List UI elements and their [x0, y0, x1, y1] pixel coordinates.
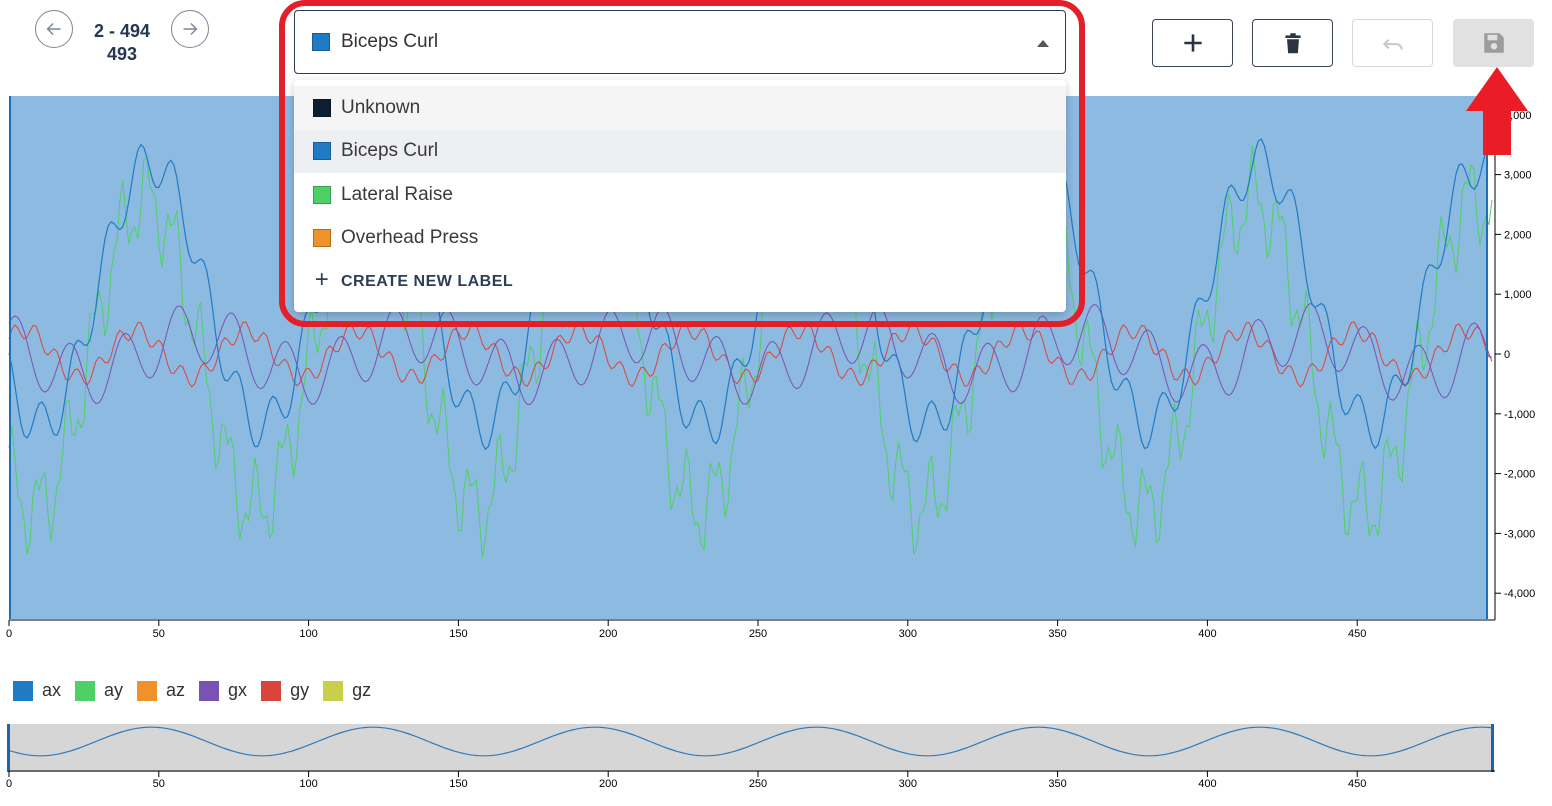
x-axis: 0 50 100 150 200 250 300 350 400 450 [6, 619, 1495, 640]
legend-label: gx [228, 680, 248, 700]
red-arrow-indicator [1466, 67, 1528, 155]
x-tick-label: 300 [899, 628, 917, 640]
label-swatch [313, 142, 331, 161]
legend-label: gy [290, 680, 310, 700]
legend-label: ax [42, 680, 62, 700]
label-option-biceps-curl[interactable]: Biceps Curl [294, 129, 1066, 173]
overview-x-tick-label: 450 [1348, 778, 1366, 790]
plus-icon [1183, 34, 1202, 52]
x-tick-label: 0 [6, 628, 12, 640]
x-tick-label: 150 [449, 628, 467, 640]
label-swatch [313, 185, 331, 204]
sensor-chart[interactable]: 0 50 100 150 200 250 300 350 400 450 4,0003,0002,… [0, 90, 1552, 650]
brush-handle-left[interactable] [7, 724, 10, 772]
gy-trace [8, 320, 1493, 388]
x-tick-label: 250 [749, 628, 767, 640]
overview-series-line [8, 726, 1493, 757]
caret-up-icon [1037, 40, 1049, 47]
gx-trace [8, 303, 1493, 405]
label-swatch [313, 98, 331, 117]
add-label-button[interactable] [1152, 19, 1233, 67]
label-option-text: Biceps Curl [341, 140, 439, 162]
label-option-text: Unknown [341, 96, 421, 118]
legend-swatch [137, 680, 158, 701]
label-option-text: Overhead Press [341, 227, 479, 249]
overview-x-tick-label: 0 [6, 778, 12, 790]
y-tick-label: -3,000 [1504, 528, 1535, 540]
legend-item-ax[interactable]: ax [13, 680, 61, 701]
x-tick-label: 100 [299, 628, 317, 640]
legend-item-gy[interactable]: gy [261, 680, 309, 701]
overview-brush-selection[interactable] [9, 724, 1494, 772]
selected-label-text: Biceps Curl [341, 31, 439, 52]
create-new-label-option[interactable]: + CREATE NEW LABEL [294, 260, 1066, 304]
x-tick-label: 50 [153, 628, 165, 640]
label-option-lateral-raise[interactable]: Lateral Raise [294, 173, 1066, 217]
previous-window-button[interactable] [35, 10, 73, 48]
selected-label-swatch [312, 33, 330, 51]
x-tick-label: 350 [1048, 628, 1066, 640]
brush-handle-right[interactable] [1491, 724, 1494, 772]
label-option-text: Lateral Raise [341, 183, 453, 205]
label-select[interactable]: Biceps Curl [294, 10, 1066, 74]
trash-icon [1284, 33, 1301, 54]
overview-x-tick-label: 50 [153, 778, 165, 790]
y-tick-label: 3,000 [1504, 170, 1532, 182]
overview-x-tick-label: 150 [449, 778, 467, 790]
x-tick-label: 200 [599, 628, 617, 640]
window-range: 2 - 494 493 [84, 20, 160, 66]
undo-button[interactable] [1352, 19, 1433, 67]
y-tick-label: 0 [1504, 349, 1510, 361]
legend-item-az[interactable]: az [137, 680, 185, 701]
overview-x-axis: 0 50 100 150 200 250 300 350 400 450 [6, 770, 1495, 790]
legend-item-ay[interactable]: ay [75, 680, 123, 701]
legend-item-gz[interactable]: gz [323, 680, 371, 701]
plus-icon: + [314, 266, 330, 294]
next-window-button[interactable] [171, 10, 209, 48]
overview-x-tick-label: 300 [899, 778, 917, 790]
overview-x-tick-label: 100 [299, 778, 317, 790]
x-tick-label: 400 [1198, 628, 1216, 640]
y-tick-label: -1,000 [1504, 409, 1535, 421]
overview-chart[interactable]: 0 50 100 150 200 250 300 350 400 450 [0, 718, 1552, 806]
arrow-right-icon [183, 22, 198, 36]
sensor-series [8, 138, 1493, 558]
legend-label: ay [104, 680, 124, 700]
window-range-count: 493 [106, 44, 138, 64]
y-tick-label: 1,000 [1504, 289, 1532, 301]
legend-item-gx[interactable]: gx [199, 680, 247, 701]
window-range-start-end: 2 - 494 [93, 21, 151, 41]
save-button[interactable] [1453, 19, 1534, 67]
overview-x-tick-label: 200 [599, 778, 617, 790]
delete-label-button[interactable] [1252, 19, 1333, 67]
legend: ax ay az gx gy gz [13, 680, 385, 701]
arrow-left-icon [46, 22, 61, 36]
x-tick-label: 450 [1348, 628, 1366, 640]
y-tick-label: 2,000 [1504, 229, 1532, 241]
legend-label: az [166, 680, 186, 700]
save-icon [1483, 33, 1504, 53]
legend-swatch [199, 680, 220, 701]
overview-x-tick-label: 400 [1198, 778, 1216, 790]
y-tick-label: -4,000 [1504, 588, 1535, 600]
y-tick-label: -2,000 [1504, 469, 1535, 481]
ax-trace [8, 138, 1493, 451]
label-option-overhead-press[interactable]: Overhead Press [294, 217, 1066, 261]
legend-swatch [323, 680, 344, 701]
label-dropdown-menu: Unknown Biceps Curl Lateral Raise Overhe… [294, 80, 1066, 312]
label-swatch [313, 229, 331, 248]
undo-icon [1382, 38, 1403, 50]
label-option-unknown[interactable]: Unknown [294, 86, 1066, 130]
overview-x-tick-label: 350 [1048, 778, 1066, 790]
y-axis: 4,0003,0002,0001,0000-1,000-2,000-3,000-… [1494, 90, 1535, 620]
legend-swatch [75, 680, 96, 701]
legend-swatch [261, 680, 282, 701]
create-new-label-text: CREATE NEW LABEL [341, 272, 514, 290]
overview-x-tick-label: 250 [749, 778, 767, 790]
legend-label: gz [352, 680, 372, 700]
legend-swatch [13, 680, 33, 701]
